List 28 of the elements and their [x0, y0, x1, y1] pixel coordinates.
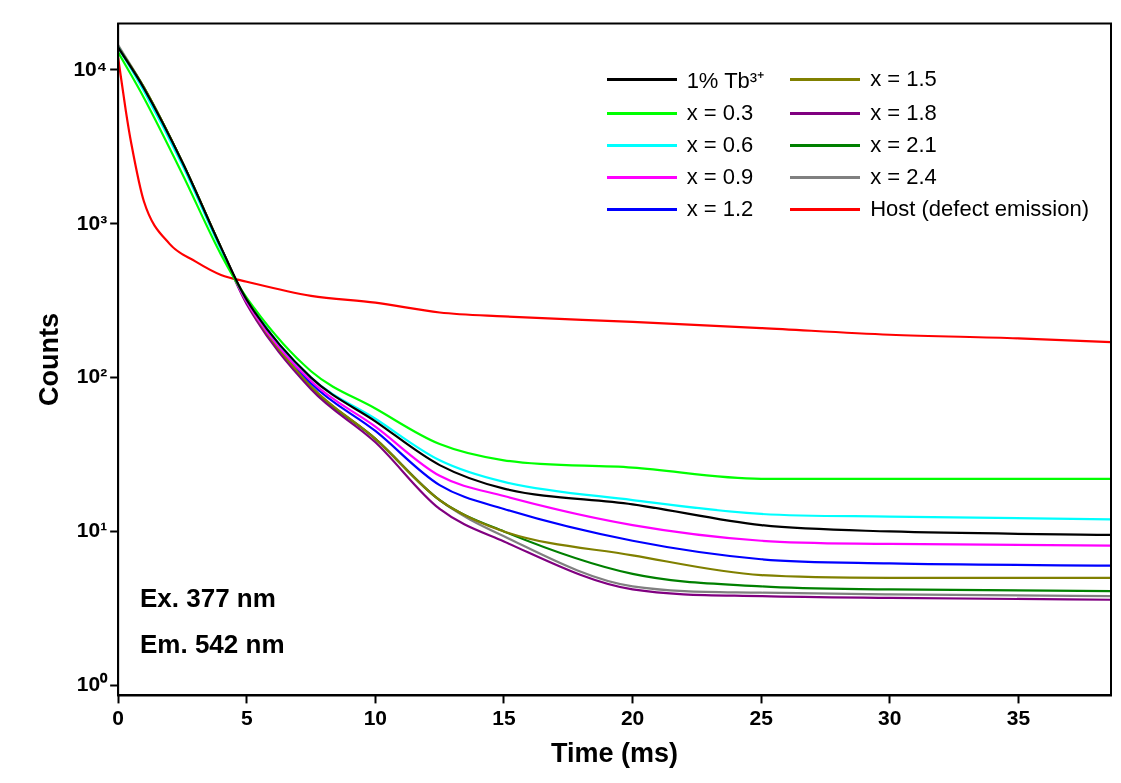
x-tick-label: 15	[492, 705, 516, 729]
annotation: Em. 542 nm	[140, 628, 285, 661]
y-tick-label: 10¹	[76, 518, 108, 542]
x-tick-label: 25	[749, 705, 774, 729]
legend-label: x = 1.8	[870, 100, 937, 126]
legend-label: 1% Tb³⁺	[686, 67, 765, 94]
y-tick-label: 10³	[76, 210, 108, 234]
legend-label: x = 2.4	[870, 164, 937, 190]
legend-label: x = 0.9	[686, 164, 754, 190]
y-tick-label: 10²	[76, 364, 108, 388]
legend-label: x = 0.3	[686, 100, 754, 126]
x-tick-label: 20	[620, 705, 645, 729]
line-series	[118, 56, 1111, 344]
annotation: Ex. 377 nm	[140, 582, 277, 615]
y-tick-label: 10⁰	[76, 672, 109, 696]
x-tick-label: 35	[1006, 705, 1031, 729]
legend-label: x = 1.2	[686, 196, 754, 222]
x-tick-label: 10	[363, 705, 388, 729]
x-tick-label: 5	[240, 705, 253, 729]
legend-label: x = 0.6	[686, 132, 754, 158]
x-tick-label: 30	[878, 705, 902, 729]
y-axis-title: Counts	[33, 313, 64, 406]
y-tick-label: 10⁴	[73, 56, 108, 80]
legend-label: x = 1.5	[870, 66, 937, 92]
legend-label: x = 2.1	[870, 132, 937, 158]
x-axis-title: Time (ms)	[551, 738, 679, 769]
x-tick-label: 0	[112, 705, 124, 729]
legend-label: Host (defect emission)	[870, 196, 1089, 222]
